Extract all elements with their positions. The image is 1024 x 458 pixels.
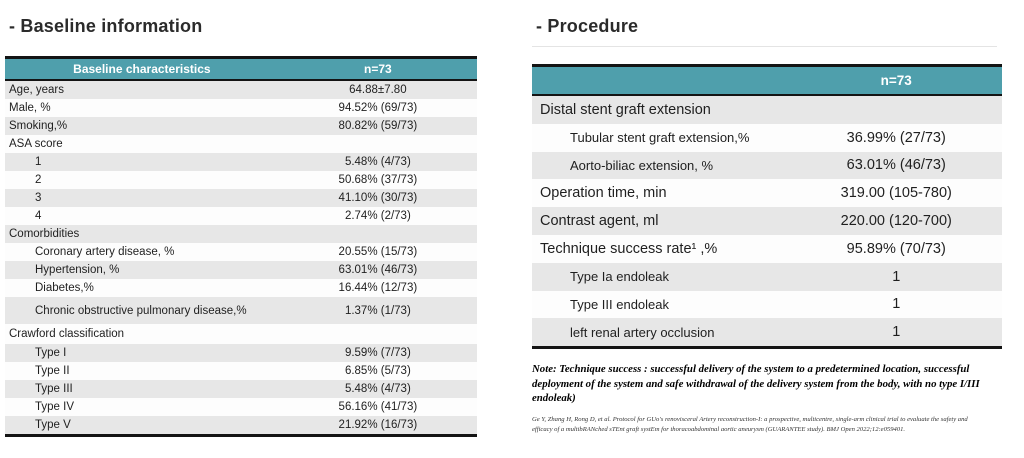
- row-label: Distal stent graft extension: [540, 101, 711, 118]
- row-label: 2: [35, 174, 42, 186]
- row-value: 56.16% (41/73): [338, 401, 418, 413]
- row-label: Contrast agent, ml: [540, 213, 659, 230]
- row-label: Tubular stent graft extension,%: [570, 130, 750, 146]
- row-value: 94.52% (69/73): [338, 102, 418, 114]
- row-value: 220.00 (120-700): [840, 213, 952, 230]
- row-value: 50.68% (37/73): [338, 174, 418, 186]
- procedure-section-title: - Procedure: [536, 16, 639, 36]
- procedure-section: - Procedure n=73 Distal stent graft exte…: [532, 8, 1002, 435]
- row-value: 63.01% (46/73): [846, 157, 946, 174]
- row-label: Type III: [35, 383, 73, 395]
- row-value: 9.59% (7/73): [344, 347, 411, 359]
- row-label: left renal artery occlusion: [570, 324, 715, 340]
- table-row: Age, years 64.88±7.80: [5, 81, 477, 99]
- table-row: left renal artery occlusion 1: [532, 318, 1002, 347]
- procedure-title-divider: [532, 46, 998, 47]
- row-value: 95.89% (70/73): [846, 240, 946, 257]
- table-row: Type Ia endoleak 1: [532, 262, 1002, 291]
- row-label: Type III endoleak: [570, 296, 670, 312]
- table-row: Technique success rate¹ ,% 95.89% (70/73): [532, 234, 1002, 263]
- row-value: 1: [892, 268, 901, 285]
- table-row: Type III 5.48% (4/73): [5, 380, 477, 398]
- table-row: Diabetes,% 16.44% (12/73): [5, 279, 477, 297]
- row-label: Comorbidities: [9, 228, 80, 240]
- row-label: Diabetes,%: [35, 282, 94, 294]
- table-row: 4 2.74% (2/73): [5, 207, 477, 225]
- row-label: Type V: [35, 419, 71, 431]
- row-label: Type I: [35, 347, 67, 359]
- row-label: Chronic obstructive pulmonary disease,%: [35, 304, 247, 317]
- row-label: Type II: [35, 365, 70, 377]
- row-label: Smoking,%: [9, 120, 68, 132]
- table-row: Type I 9.59% (7/73): [5, 344, 477, 362]
- row-label: Age, years: [9, 84, 64, 96]
- procedure-table-header: n=73: [532, 64, 1002, 96]
- table-row: Type II 6.85% (5/73): [5, 362, 477, 380]
- row-label: Male, %: [9, 102, 51, 114]
- row-value: 20.55% (15/73): [338, 246, 418, 258]
- row-value: 319.00 (105-780): [840, 185, 952, 202]
- row-value: 1: [892, 324, 901, 341]
- row-value: 1.37% (1/73): [344, 304, 411, 317]
- procedure-table-body: Distal stent graft extension Tubular sten…: [532, 96, 1002, 347]
- table-row: Hypertension, % 63.01% (46/73): [5, 261, 477, 279]
- technique-success-note: Note: Technique success : successful del…: [532, 363, 980, 405]
- baseline-section: - Baseline information Baseline characte…: [5, 8, 477, 437]
- table-row: Type IV 56.16% (41/73): [5, 398, 477, 416]
- table-row: 3 41.10% (30/73): [5, 189, 477, 207]
- row-value: 80.82% (59/73): [338, 120, 418, 132]
- row-label: Technique success rate¹ ,%: [540, 240, 718, 257]
- row-value: 16.44% (12/73): [338, 282, 418, 294]
- row-label: Operation time, min: [540, 185, 667, 202]
- row-label: Type IV: [35, 401, 74, 413]
- baseline-header-n: n=73: [364, 62, 392, 76]
- table-row: Crawford classification: [5, 324, 477, 344]
- table-row: Aorto-biliac extension, % 63.01% (46/73): [532, 151, 1002, 180]
- row-value: 21.92% (16/73): [338, 419, 418, 431]
- row-label: Crawford classification: [9, 328, 125, 340]
- table-row: 2 50.68% (37/73): [5, 171, 477, 189]
- table-row: Smoking,% 80.82% (59/73): [5, 117, 477, 135]
- baseline-table: Baseline characteristics n=73 Age, years…: [5, 56, 477, 437]
- row-label: Coronary artery disease, %: [35, 246, 175, 258]
- procedure-table: n=73 Distal stent graft extension Tubular…: [532, 64, 1002, 350]
- row-label: Aorto-biliac extension, %: [570, 157, 714, 173]
- row-label: 3: [35, 192, 42, 204]
- table-row: Contrast agent, ml 220.00 (120-700): [532, 207, 1002, 235]
- table-row: Distal stent graft extension: [532, 96, 1002, 124]
- row-label: 4: [35, 210, 42, 222]
- table-row: Coronary artery disease, % 20.55% (15/73): [5, 243, 477, 261]
- table-row: Type V 21.92% (16/73): [5, 416, 477, 434]
- table-row: Chronic obstructive pulmonary disease,% 1…: [5, 297, 477, 324]
- row-value: 64.88±7.80: [349, 84, 407, 96]
- row-value: 41.10% (30/73): [338, 192, 418, 204]
- row-label: Hypertension, %: [35, 264, 120, 276]
- table-row: ASA score: [5, 135, 477, 153]
- table-row: Tubular stent graft extension,% 36.99% (2…: [532, 123, 1002, 152]
- baseline-section-title: - Baseline information: [9, 16, 203, 36]
- row-value: 63.01% (46/73): [338, 264, 418, 276]
- table-row: Type III endoleak 1: [532, 290, 1002, 319]
- baseline-header-characteristics: Baseline characteristics: [73, 62, 211, 76]
- table-row: Male, % 94.52% (69/73): [5, 99, 477, 117]
- row-label: Type Ia endoleak: [570, 269, 670, 285]
- citation-text: Ge Y, Zhang H, Rong D, et al. Protocol f…: [532, 415, 968, 434]
- row-value: 6.85% (5/73): [344, 365, 411, 377]
- procedure-header-n: n=73: [880, 73, 912, 88]
- baseline-table-header: Baseline characteristics n=73: [5, 56, 477, 81]
- table-row: Comorbidities: [5, 225, 477, 243]
- row-value: 36.99% (27/73): [846, 129, 946, 146]
- table-row: Operation time, min 319.00 (105-780): [532, 179, 1002, 208]
- row-label: 1: [35, 156, 42, 168]
- row-label: ASA score: [9, 138, 63, 150]
- baseline-table-body: Age, years 64.88±7.80 Male, % 94.52% (69/73…: [5, 81, 477, 434]
- row-value: 2.74% (2/73): [344, 210, 411, 222]
- row-value: 1: [892, 296, 901, 313]
- row-value: 5.48% (4/73): [344, 156, 411, 168]
- row-value: 5.48% (4/73): [344, 383, 411, 395]
- table-row: 1 5.48% (4/73): [5, 153, 477, 171]
